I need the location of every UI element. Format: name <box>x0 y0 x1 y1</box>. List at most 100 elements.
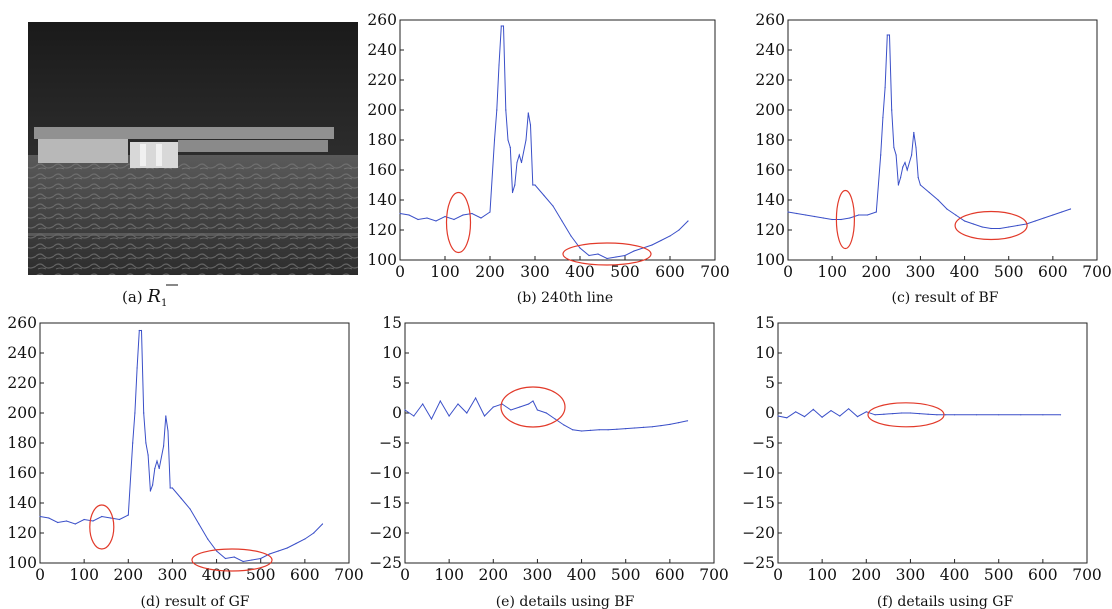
data-point <box>880 154 882 156</box>
data-point <box>786 417 788 419</box>
data-point <box>417 218 419 221</box>
data-point <box>57 521 59 524</box>
data-point <box>527 112 529 114</box>
data-point <box>886 34 888 36</box>
data-point <box>888 34 891 36</box>
data-point <box>927 413 929 415</box>
caption-panel-e: (e) details using BF <box>496 594 635 609</box>
caption-panel-d: (d) result of GF <box>140 594 249 609</box>
data-point <box>145 442 147 444</box>
data-point <box>65 520 68 522</box>
series-line <box>777 408 1061 419</box>
y-tick-label: 120 <box>367 221 397 239</box>
y-tick-label: 200 <box>755 101 785 119</box>
x-tick-label: 300 <box>896 566 926 584</box>
data-point <box>426 217 428 219</box>
data-point <box>1061 211 1063 213</box>
data-point <box>260 557 262 560</box>
data-point <box>906 169 908 171</box>
data-point <box>563 424 565 426</box>
data-point <box>904 161 906 164</box>
data-point <box>110 517 112 519</box>
x-tick-label: 0 <box>400 566 410 584</box>
data-point <box>901 412 903 414</box>
x-tick-label: 0 <box>773 566 783 584</box>
data-point <box>874 414 876 416</box>
x-tick-label: 600 <box>1038 263 1068 281</box>
series-line <box>399 25 689 260</box>
data-point <box>408 214 410 216</box>
data-point <box>884 86 886 89</box>
series-line <box>39 330 323 563</box>
data-point <box>883 413 885 415</box>
data-point <box>831 218 833 221</box>
y-tick-label: 5 <box>392 374 402 392</box>
data-point <box>532 184 534 186</box>
x-tick-label: 0 <box>35 566 45 584</box>
y-tick-label: −25 <box>369 554 402 572</box>
data-point <box>928 191 930 194</box>
plot-frame <box>777 322 1088 564</box>
data-point <box>163 445 165 447</box>
data-point <box>492 406 494 408</box>
data-point <box>500 25 502 27</box>
data-point <box>606 257 608 260</box>
chart-panel-e: −25 −20 −15 −10 −5 0 5 10 15 0 100 200 300 400 500 600 7… <box>369 314 729 609</box>
y-tick-label: 160 <box>7 464 37 482</box>
data-point <box>207 538 209 540</box>
caption-panel-f: (f) details using GF <box>877 594 1014 609</box>
data-point <box>687 220 689 222</box>
data-point <box>678 229 680 231</box>
x-tick-label: 200 <box>475 263 505 281</box>
data-point <box>132 442 134 444</box>
data-point <box>496 109 498 111</box>
y-tick-label: 200 <box>367 101 397 119</box>
data-point <box>813 215 816 218</box>
series-line <box>404 396 688 432</box>
data-point <box>39 515 41 518</box>
data-point <box>304 538 306 540</box>
data-point <box>507 139 509 141</box>
data-point <box>198 523 200 525</box>
data-point <box>686 420 689 422</box>
data-point <box>321 523 324 525</box>
data-point <box>118 518 121 521</box>
x-tick-label: 700 <box>1082 263 1112 281</box>
data-point <box>149 490 151 492</box>
data-point <box>430 418 433 420</box>
data-point <box>616 428 618 430</box>
data-point <box>483 415 486 417</box>
data-point <box>268 553 271 555</box>
data-point <box>519 406 521 408</box>
data-point <box>439 400 441 402</box>
data-point <box>295 542 297 545</box>
x-tick-label: 200 <box>861 263 891 281</box>
data-point <box>581 430 583 432</box>
data-point <box>893 146 895 149</box>
caption-panel-b: (b) 240th line <box>517 290 613 306</box>
data-point <box>453 218 455 221</box>
data-point <box>511 191 514 194</box>
data-point <box>143 412 145 414</box>
data-point <box>74 523 76 525</box>
x-tick-label: 300 <box>523 566 553 584</box>
data-point <box>849 217 851 219</box>
data-point <box>915 146 917 149</box>
data-point <box>127 514 129 516</box>
data-point <box>83 518 85 521</box>
y-tick-label: 10 <box>755 344 775 362</box>
data-point <box>520 161 523 164</box>
x-tick-label: 200 <box>478 566 508 584</box>
data-point <box>505 109 507 111</box>
data-point <box>404 409 406 411</box>
y-tick-label: 200 <box>7 404 37 422</box>
data-point <box>897 184 900 186</box>
y-tick-label: 160 <box>367 161 397 179</box>
data-point <box>607 429 609 431</box>
data-point <box>570 235 572 237</box>
data-point <box>805 214 807 216</box>
data-point <box>233 556 235 558</box>
data-point <box>48 517 50 519</box>
y-tick-label: −10 <box>742 464 775 482</box>
